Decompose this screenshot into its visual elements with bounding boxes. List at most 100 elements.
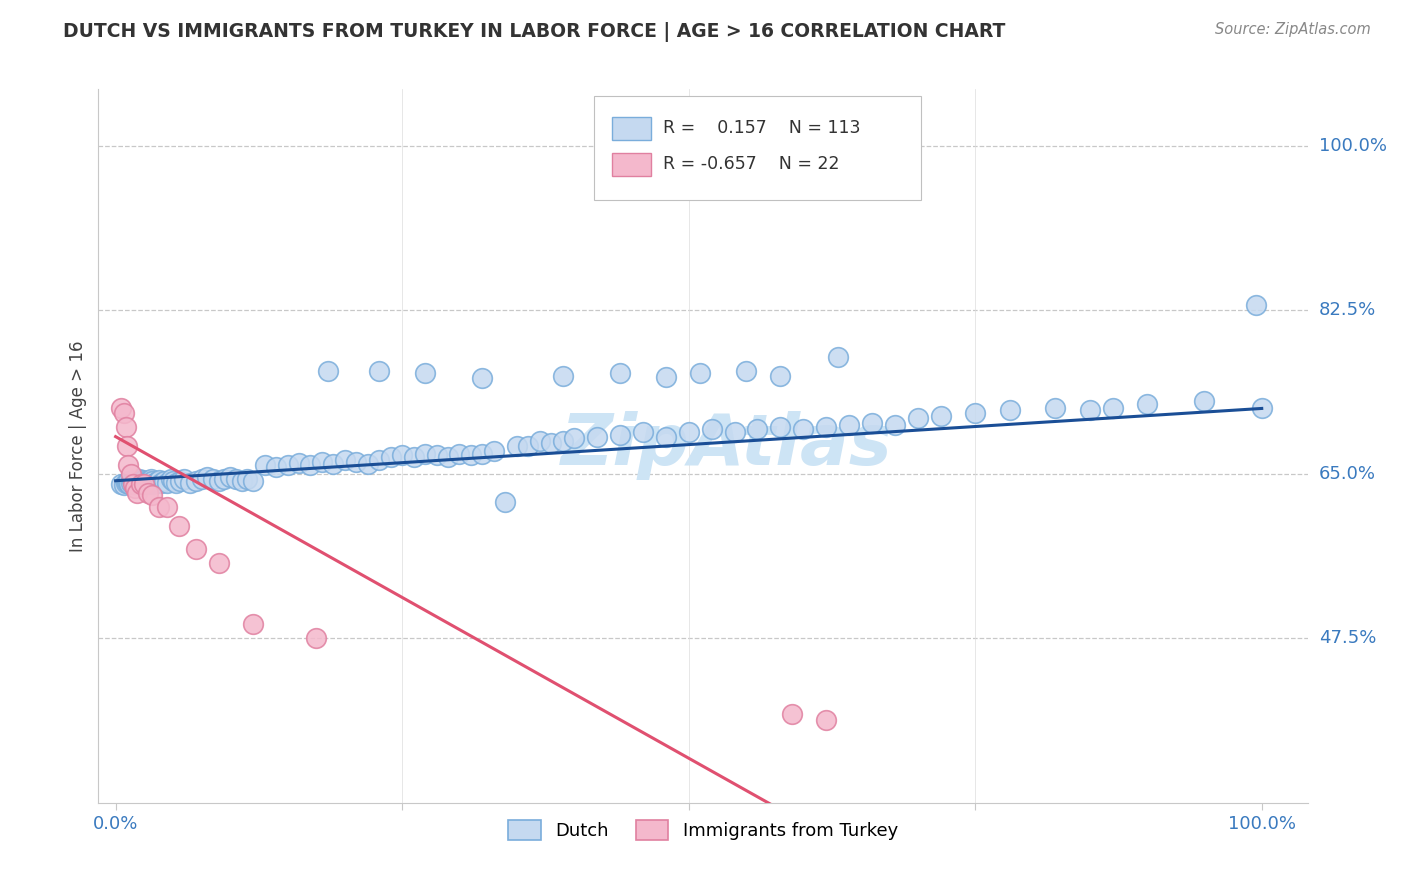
Point (225, 472, 247, 486)
Point (184, 542, 207, 557)
Point (162, 474, 184, 488)
Point (1136, 397, 1159, 411)
Point (141, 488, 163, 502)
Point (413, 446, 436, 460)
Point (128, 472, 150, 486)
Point (124, 481, 146, 495)
Point (150, 475, 173, 490)
Point (413, 366, 436, 380)
Point (124, 475, 146, 490)
Point (678, 425, 700, 439)
Point (120, 475, 142, 490)
Point (156, 500, 179, 514)
Text: 47.5%: 47.5% (1319, 630, 1376, 648)
Point (586, 429, 609, 443)
Point (129, 476, 152, 491)
Point (264, 459, 287, 474)
Point (506, 439, 529, 453)
Point (299, 458, 322, 472)
Point (1250, 401, 1272, 416)
Text: R =    0.157    N = 113: R = 0.157 N = 113 (664, 120, 860, 137)
Point (242, 617, 264, 632)
Point (316, 364, 339, 378)
Point (142, 476, 165, 491)
Point (322, 457, 344, 471)
Point (540, 436, 562, 450)
Point (145, 475, 167, 489)
Point (827, 350, 849, 364)
Text: ZipAtlas: ZipAtlas (561, 411, 893, 481)
Point (368, 453, 391, 467)
Point (655, 429, 678, 443)
Text: 100.0%: 100.0% (1319, 136, 1386, 154)
Point (121, 473, 143, 487)
Point (184, 474, 207, 488)
Point (148, 473, 170, 487)
Point (288, 456, 311, 470)
Point (115, 439, 138, 453)
Point (115, 420, 138, 434)
Text: 65.0%: 65.0% (1319, 465, 1375, 483)
Point (449, 446, 471, 460)
Point (609, 427, 631, 442)
Point (780, 706, 803, 721)
Point (305, 632, 328, 646)
Point (132, 473, 155, 487)
Point (127, 486, 149, 500)
Point (112, 478, 135, 492)
Point (148, 500, 170, 514)
Point (815, 713, 838, 727)
Point (152, 474, 174, 488)
FancyBboxPatch shape (613, 117, 651, 140)
Point (115, 475, 138, 490)
Point (118, 477, 141, 491)
Point (121, 476, 143, 491)
Point (190, 472, 212, 486)
Point (173, 472, 195, 486)
Point (195, 470, 218, 484)
Point (907, 410, 929, 425)
Point (125, 477, 148, 491)
Point (135, 475, 157, 489)
Point (769, 420, 792, 434)
Point (860, 416, 883, 430)
Point (929, 409, 952, 423)
Point (208, 557, 231, 571)
Point (159, 472, 181, 486)
Point (117, 458, 139, 472)
Point (700, 422, 723, 436)
Point (723, 425, 745, 439)
Point (165, 475, 187, 490)
Point (311, 455, 333, 469)
Point (277, 458, 299, 472)
Point (609, 366, 631, 380)
Point (253, 458, 276, 472)
Point (127, 475, 149, 489)
Point (138, 474, 160, 488)
Point (242, 474, 264, 488)
Point (529, 434, 551, 449)
Point (425, 449, 447, 463)
Point (179, 475, 201, 490)
Point (128, 475, 150, 490)
Point (112, 406, 135, 420)
Point (219, 470, 242, 484)
Point (208, 474, 231, 488)
Point (402, 450, 425, 465)
Text: Source: ZipAtlas.com: Source: ZipAtlas.com (1215, 22, 1371, 37)
Text: DUTCH VS IMMIGRANTS FROM TURKEY IN LABOR FORCE | AGE > 16 CORRELATION CHART: DUTCH VS IMMIGRANTS FROM TURKEY IN LABOR… (63, 22, 1005, 42)
Point (368, 364, 391, 378)
Legend: Dutch, Immigrants from Turkey: Dutch, Immigrants from Turkey (501, 813, 905, 847)
Point (735, 364, 758, 378)
Point (136, 486, 159, 500)
Point (141, 474, 163, 488)
Point (562, 432, 585, 446)
Point (965, 406, 987, 420)
Point (131, 476, 153, 491)
Point (167, 518, 190, 533)
Point (551, 368, 574, 383)
Point (437, 450, 460, 465)
Point (517, 439, 540, 453)
Point (115, 475, 138, 489)
Point (139, 472, 162, 486)
